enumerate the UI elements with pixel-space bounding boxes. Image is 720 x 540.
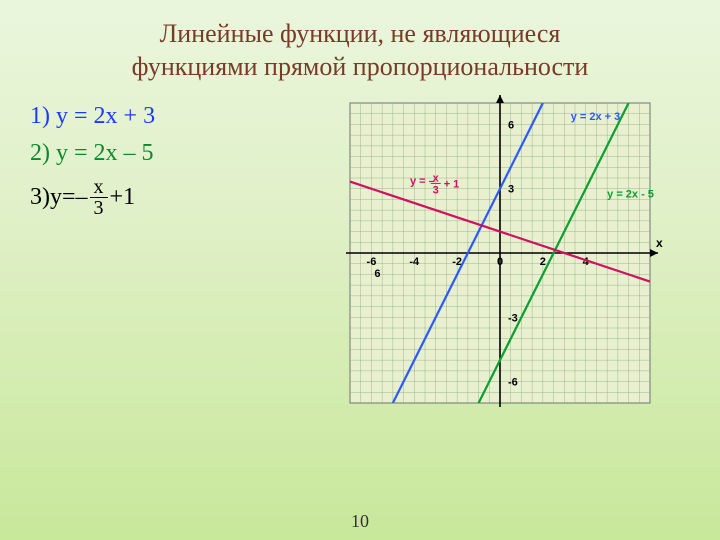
svg-text:-3: -3 bbox=[508, 312, 518, 324]
svg-text:6: 6 bbox=[508, 119, 514, 131]
eq3-den: 3 bbox=[90, 197, 108, 218]
svg-text:y = 2x - 5: y = 2x - 5 bbox=[607, 188, 654, 200]
svg-text:-6: -6 bbox=[508, 377, 518, 389]
chart: x-6-4-20246-6-336y = 2x + 3y = 2x - 5y =… bbox=[330, 93, 670, 433]
page-title: Линейные функции, не являющиеся функциям… bbox=[0, 0, 720, 83]
svg-text:-4: -4 bbox=[409, 256, 420, 268]
equations-panel: 1) y = 2x + 3 2) y = 2x – 5 3)y=– x 3 +1 bbox=[30, 93, 330, 433]
svg-text:x: x bbox=[433, 172, 440, 184]
eq3-suffix: +1 bbox=[110, 184, 136, 211]
svg-text:2: 2 bbox=[540, 256, 546, 268]
svg-text:+ 1: + 1 bbox=[444, 178, 460, 190]
slide-number: 10 bbox=[0, 511, 720, 532]
svg-text:y = –: y = – bbox=[410, 175, 435, 187]
title-line1: Линейные функции, не являющиеся bbox=[160, 19, 561, 48]
svg-text:3: 3 bbox=[433, 184, 439, 196]
svg-text:y = 2x + 3: y = 2x + 3 bbox=[571, 111, 621, 123]
equation-2: 2) y = 2x – 5 bbox=[30, 140, 330, 167]
equation-1: 1) y = 2x + 3 bbox=[30, 103, 330, 130]
svg-text:x: x bbox=[656, 236, 663, 250]
svg-text:-6: -6 bbox=[367, 256, 377, 268]
content-row: 1) y = 2x + 3 2) y = 2x – 5 3)y=– x 3 +1… bbox=[0, 83, 720, 433]
svg-text:6: 6 bbox=[374, 268, 380, 280]
eq3-fraction: x 3 bbox=[90, 177, 108, 218]
eq3-prefix: 3)y=– bbox=[30, 184, 88, 211]
title-line2: функциями прямой пропорциональности bbox=[132, 52, 589, 81]
svg-text:3: 3 bbox=[508, 184, 514, 196]
eq3-num: x bbox=[94, 177, 104, 197]
equation-3: 3)y=– x 3 +1 bbox=[30, 177, 330, 218]
chart-panel: x-6-4-20246-6-336y = 2x + 3y = 2x - 5y =… bbox=[330, 93, 690, 433]
svg-text:0: 0 bbox=[497, 256, 503, 268]
